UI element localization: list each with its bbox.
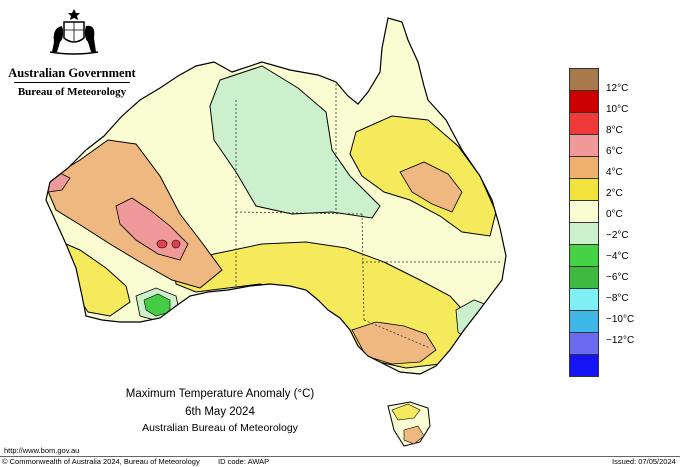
tasmania-zone-yellow bbox=[391, 403, 421, 421]
legend-tick-label: −12°C bbox=[606, 335, 635, 346]
legend-swatch bbox=[569, 354, 599, 377]
legend-swatch bbox=[569, 310, 599, 332]
zone-pink-west bbox=[115, 197, 189, 261]
legend-swatch bbox=[569, 112, 599, 134]
footer-bar: © Commonwealth of Australia 2024, Bureau… bbox=[0, 456, 680, 467]
footer-divider bbox=[0, 456, 680, 457]
zone-red-west-2 bbox=[171, 239, 181, 249]
zone-green-central bbox=[209, 65, 381, 219]
tasmania bbox=[387, 401, 431, 447]
legend-swatch bbox=[569, 178, 599, 200]
issued-date: Issued: 07/05/2024 bbox=[612, 457, 676, 466]
legend-tick-label: −2°C bbox=[606, 230, 629, 241]
government-name: Australian Government bbox=[8, 66, 136, 80]
map-source: Australian Bureau of Meteorology bbox=[142, 422, 298, 434]
legend-tick-label: 10°C bbox=[606, 104, 629, 115]
legend-tick-label: −8°C bbox=[606, 293, 629, 304]
legend-tick-label: −10°C bbox=[606, 314, 635, 325]
coat-of-arms-icon bbox=[49, 9, 99, 55]
legend-swatch bbox=[569, 244, 599, 266]
legend-swatch bbox=[569, 222, 599, 244]
legend-swatch bbox=[569, 134, 599, 156]
map-date: 6th May 2024 bbox=[185, 406, 255, 418]
legend-swatch bbox=[569, 200, 599, 222]
legend-tick-label: 4°C bbox=[606, 167, 623, 178]
legend-tick-label: 0°C bbox=[606, 209, 623, 220]
legend-swatch bbox=[569, 288, 599, 310]
id-code: ID code: AWAP bbox=[218, 457, 270, 466]
copyright-text: © Commonwealth of Australia 2024, Bureau… bbox=[2, 457, 200, 466]
tasmania-zone-orange bbox=[403, 425, 425, 445]
map-title: Maximum Temperature Anomaly (°C) bbox=[125, 388, 315, 400]
legend-swatch bbox=[569, 90, 599, 112]
zone-orange-queensland bbox=[399, 161, 463, 213]
legend-tick-label: −4°C bbox=[606, 251, 629, 262]
legend-swatch bbox=[569, 156, 599, 178]
legend-tick-label: 2°C bbox=[606, 188, 623, 199]
legend-swatch bbox=[569, 68, 599, 90]
state-borders bbox=[235, 84, 500, 349]
legend-tick-label: 8°C bbox=[606, 125, 623, 136]
government-logo: Australian Government Bureau of Meteorol… bbox=[8, 8, 136, 98]
logo-divider bbox=[14, 82, 130, 83]
bom-url[interactable]: http://www.bom.gov.au bbox=[4, 446, 80, 455]
legend-swatch bbox=[569, 332, 599, 354]
color-legend bbox=[569, 68, 599, 377]
legend-tick-label: 6°C bbox=[606, 146, 623, 157]
legend-tick-label: −6°C bbox=[606, 272, 629, 283]
legend-swatch bbox=[569, 266, 599, 288]
zone-red-west bbox=[156, 239, 168, 249]
bureau-name: Bureau of Meteorology bbox=[17, 86, 127, 98]
legend-tick-label: 12°C bbox=[606, 83, 629, 94]
